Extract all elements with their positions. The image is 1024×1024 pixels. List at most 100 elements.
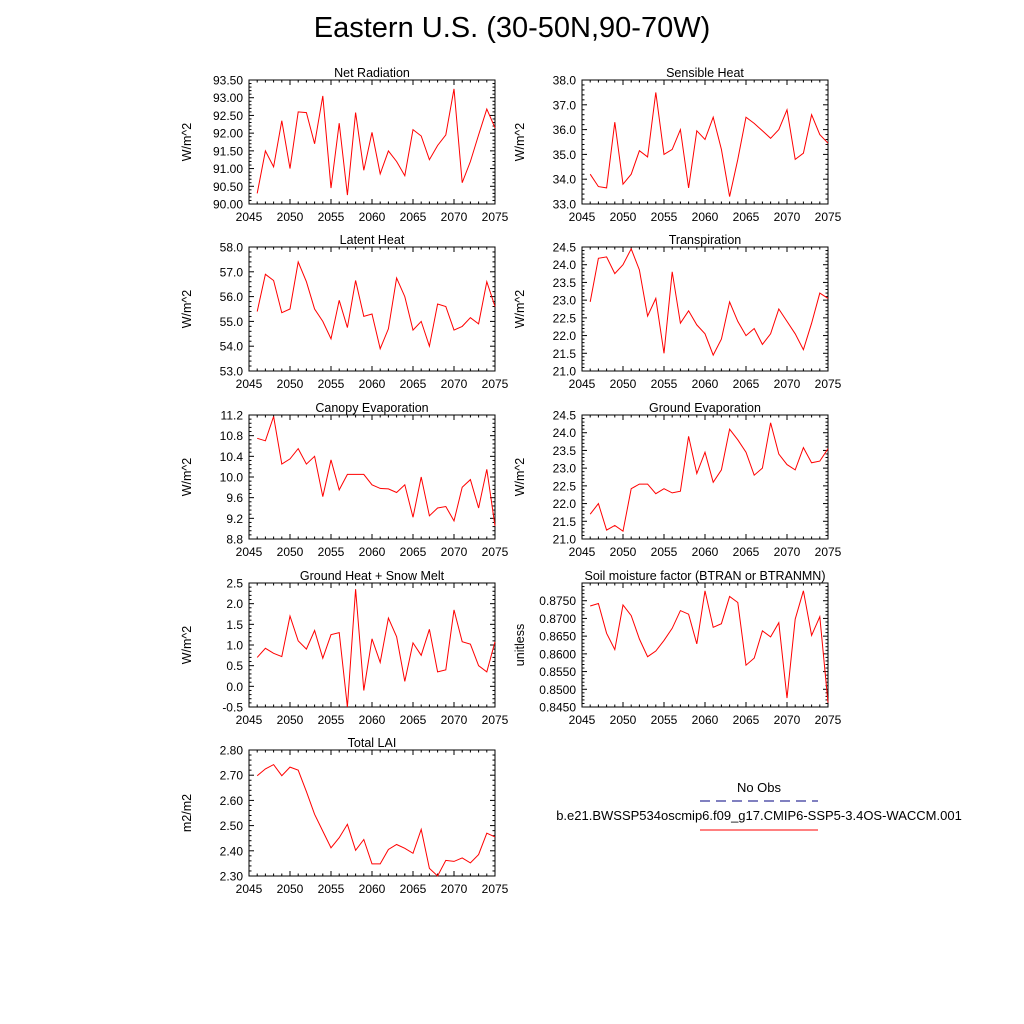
chart-panel-3: Latent Heat W/m^2 2045 2050 2055 2060 2065 2070…	[180, 233, 509, 391]
y-tick-label: 2.80	[220, 744, 244, 758]
x-tick-label: 2060	[359, 713, 386, 727]
chart-title: Total LAI	[348, 736, 397, 750]
x-tick-label: 2070	[774, 210, 801, 224]
legend-case-label: b.e21.BWSSP534oscmip6.f09_g17.CMIP6-SSP5…	[556, 808, 962, 823]
y-tick-label: 0.8600	[539, 647, 576, 661]
y-tick-label: 0.8750	[539, 594, 576, 608]
plot-frame	[248, 246, 496, 372]
y-tick-label: 22.0	[553, 329, 577, 343]
x-tick-label: 2045	[236, 210, 263, 224]
y-tick-label: 93.50	[213, 74, 243, 88]
y-tick-label: 23.0	[553, 294, 577, 308]
y-axis-label: W/m^2	[513, 458, 527, 497]
x-tick-label: 2070	[774, 713, 801, 727]
x-tick-label: 2055	[651, 377, 678, 391]
y-tick-label: 90.50	[213, 180, 243, 194]
x-tick-label: 2070	[441, 545, 468, 559]
y-tick-label: 2.0	[226, 597, 243, 611]
y-axis-label: unitless	[513, 624, 527, 666]
y-tick-label: 23.5	[553, 276, 577, 290]
x-tick-label: 2045	[569, 545, 596, 559]
y-tick-label: 37.0	[553, 98, 577, 112]
chart-panel-8: Soil moisture factor (BTRAN or BTRANMN) u…	[513, 569, 842, 727]
x-tick-label: 2045	[569, 377, 596, 391]
y-tick-label: 0.8700	[539, 612, 576, 626]
x-tick-label: 2050	[277, 377, 304, 391]
x-tick-label: 2075	[482, 545, 509, 559]
chart-title: Canopy Evaporation	[315, 401, 428, 415]
page-title: Eastern U.S. (30-50N,90-70W)	[313, 12, 711, 44]
y-tick-label: 10.0	[220, 471, 244, 485]
x-tick-label: 2065	[733, 545, 760, 559]
y-axis-label: W/m^2	[180, 123, 194, 162]
x-tick-label: 2075	[815, 210, 842, 224]
x-tick-label: 2055	[318, 713, 345, 727]
x-tick-label: 2070	[441, 377, 468, 391]
series-line	[256, 763, 496, 877]
chart-title: Latent Heat	[340, 233, 405, 247]
y-tick-label: 21.5	[553, 347, 577, 361]
y-tick-label: 55.0	[220, 315, 244, 329]
y-tick-label: 34.0	[553, 173, 577, 187]
series-line	[256, 88, 496, 196]
x-tick-label: 2070	[774, 545, 801, 559]
x-tick-label: 2045	[236, 713, 263, 727]
x-tick-label: 2060	[692, 210, 719, 224]
x-tick-label: 2075	[482, 882, 509, 896]
x-tick-label: 2065	[400, 882, 427, 896]
x-tick-label: 2060	[359, 210, 386, 224]
x-tick-label: 2065	[400, 210, 427, 224]
chart-title: Ground Heat + Snow Melt	[300, 569, 445, 583]
y-tick-label: 54.0	[220, 340, 244, 354]
chart-panel-1: Net Radiation W/m^2 2045 2050 2055 2060 2065 20…	[180, 66, 509, 224]
x-tick-label: 2075	[482, 377, 509, 391]
x-tick-label: 2050	[277, 210, 304, 224]
series-line	[256, 589, 496, 708]
chart-panel-4: Transpiration W/m^2 2045 2050 2055 2060 2065 20…	[513, 233, 842, 391]
y-tick-label: 22.0	[553, 497, 577, 511]
y-tick-label: 0.8450	[539, 701, 576, 715]
y-tick-label: 21.0	[553, 533, 577, 547]
series-line	[589, 247, 829, 357]
plot-frame	[581, 79, 829, 205]
y-tick-label: 2.40	[220, 844, 244, 858]
chart-panel-2: Sensible Heat W/m^2 2045 2050 2055 2060 2065 20…	[513, 66, 842, 224]
series-line	[590, 590, 829, 703]
y-tick-label: 9.2	[226, 512, 243, 526]
y-tick-label: 9.6	[226, 491, 243, 505]
y-tick-label: 57.0	[220, 265, 244, 279]
y-axis-label: m2/m2	[180, 794, 194, 832]
x-tick-label: 2065	[400, 545, 427, 559]
legend-obs-label: No Obs	[737, 780, 782, 795]
x-tick-label: 2060	[359, 882, 386, 896]
y-tick-label: 58.0	[220, 241, 244, 255]
y-tick-label: 0.0	[226, 680, 243, 694]
chart-title: Ground Evaporation	[649, 401, 761, 415]
y-tick-label: 24.5	[553, 409, 577, 423]
plot-frame	[581, 414, 829, 540]
chart-panel-6: Ground Evaporation W/m^2 2045 2050 2055 2060 2…	[513, 401, 842, 559]
x-tick-label: 2055	[318, 210, 345, 224]
x-tick-label: 2045	[236, 545, 263, 559]
x-tick-label: 2045	[569, 713, 596, 727]
y-tick-label: 93.00	[213, 91, 243, 105]
x-tick-label: 2065	[733, 210, 760, 224]
y-tick-label: 90.00	[213, 198, 243, 212]
x-tick-label: 2055	[318, 377, 345, 391]
y-tick-label: 0.5	[226, 659, 243, 673]
x-tick-label: 2060	[692, 377, 719, 391]
x-tick-label: 2050	[610, 545, 637, 559]
x-tick-label: 2075	[815, 377, 842, 391]
series-line	[257, 416, 496, 527]
y-tick-label: 24.0	[553, 258, 577, 272]
y-tick-label: 33.0	[553, 198, 577, 212]
x-tick-label: 2060	[692, 545, 719, 559]
y-tick-label: 23.5	[553, 444, 577, 458]
y-tick-label: 0.8500	[539, 683, 576, 697]
y-tick-label: 56.0	[220, 290, 244, 304]
x-tick-label: 2055	[318, 882, 345, 896]
y-tick-label: 2.30	[220, 870, 244, 884]
y-tick-label: 91.00	[213, 162, 243, 176]
x-tick-label: 2065	[400, 713, 427, 727]
